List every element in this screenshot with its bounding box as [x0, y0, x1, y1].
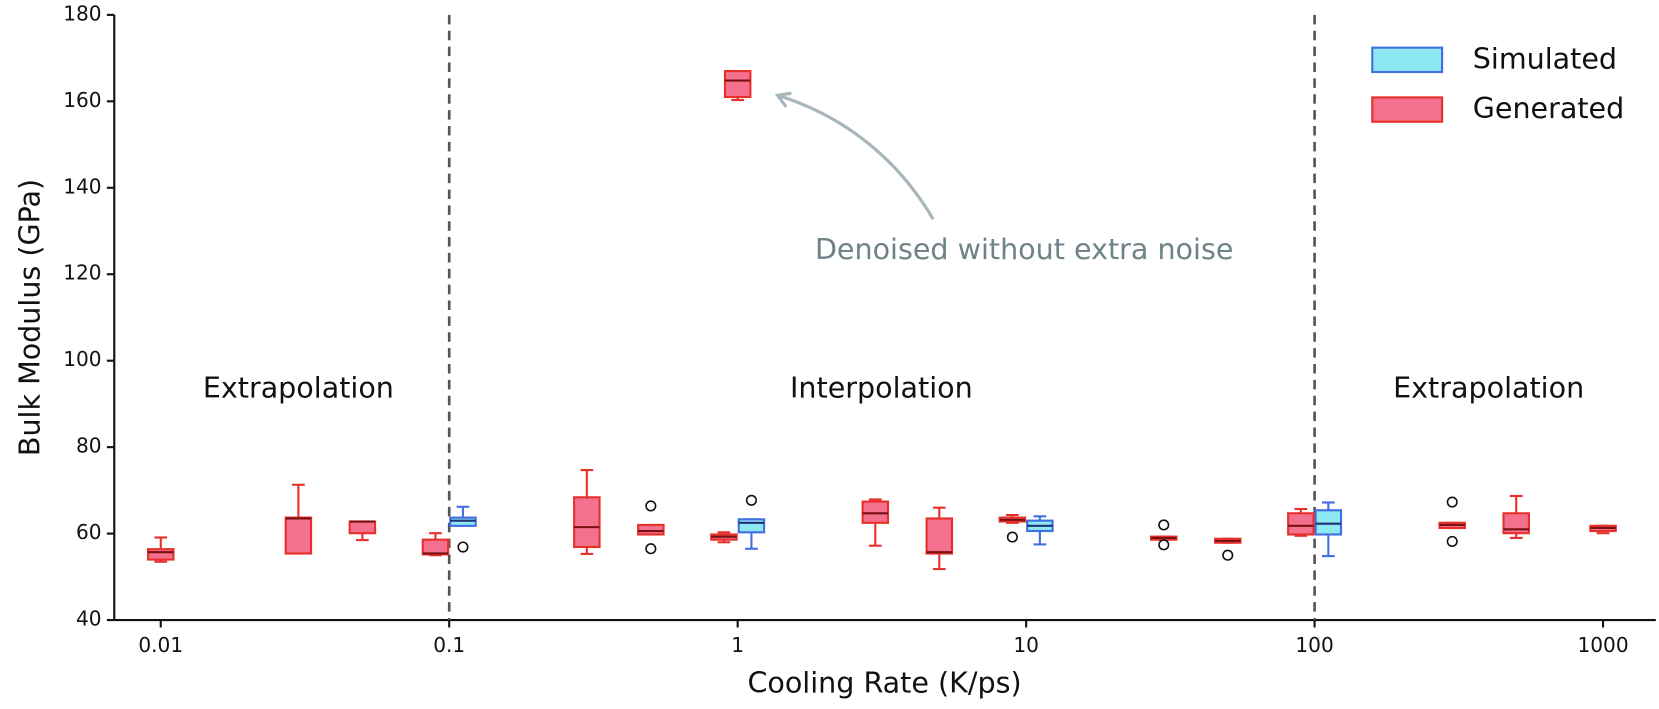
outlier [1446, 496, 1458, 508]
annotation-text: Denoised without extra noise [815, 232, 1233, 266]
box [284, 516, 313, 555]
legend-swatch [1371, 46, 1444, 74]
x-tick-label: 10 [1013, 633, 1039, 657]
outlier [1158, 519, 1170, 531]
outlier [645, 543, 657, 555]
box [1502, 512, 1530, 535]
legend-label: Simulated [1473, 41, 1617, 75]
y-tick-label: 60 [76, 520, 102, 544]
y-tick-label: 80 [76, 434, 102, 458]
y-tick-label: 180 [63, 1, 101, 25]
box [421, 538, 450, 556]
box [861, 500, 890, 524]
y-tick-label: 160 [63, 88, 101, 112]
box [925, 517, 954, 555]
box [449, 516, 477, 527]
box [1314, 509, 1343, 536]
y-tick-label: 120 [63, 261, 101, 285]
legend-label: Generated [1473, 91, 1624, 125]
box [573, 496, 601, 549]
outlier [1446, 535, 1458, 547]
annotation-arrowhead [774, 91, 792, 108]
legend-swatch [1371, 96, 1444, 123]
outlier [645, 500, 657, 512]
y-axis-label: Bulk Modulus (GPa) [13, 179, 47, 456]
x-tick-label: 0.1 [433, 633, 465, 657]
outlier [1222, 549, 1234, 561]
region-label: Interpolation [790, 370, 973, 404]
outlier [1006, 531, 1018, 543]
box [146, 548, 175, 561]
outlier [457, 541, 469, 553]
region-label: Extrapolation [203, 370, 394, 404]
y-tick-label: 100 [63, 347, 101, 371]
region-label: Extrapolation [1393, 370, 1584, 404]
box [1287, 512, 1315, 536]
y-tick-label: 140 [63, 174, 101, 198]
x-tick-label: 1000 [1577, 633, 1628, 657]
box [737, 518, 766, 534]
y-tick-label: 40 [76, 607, 102, 631]
x-axis-label: Cooling Rate (K/ps) [747, 666, 1021, 700]
annotation-arrow [777, 93, 935, 220]
box [723, 70, 752, 99]
x-tick-label: 100 [1295, 633, 1333, 657]
outlier [745, 494, 757, 506]
x-tick-label: 1 [731, 633, 744, 657]
box [637, 523, 665, 536]
box [348, 520, 377, 535]
outlier [1158, 539, 1170, 551]
x-tick-label: 0.01 [138, 633, 183, 657]
